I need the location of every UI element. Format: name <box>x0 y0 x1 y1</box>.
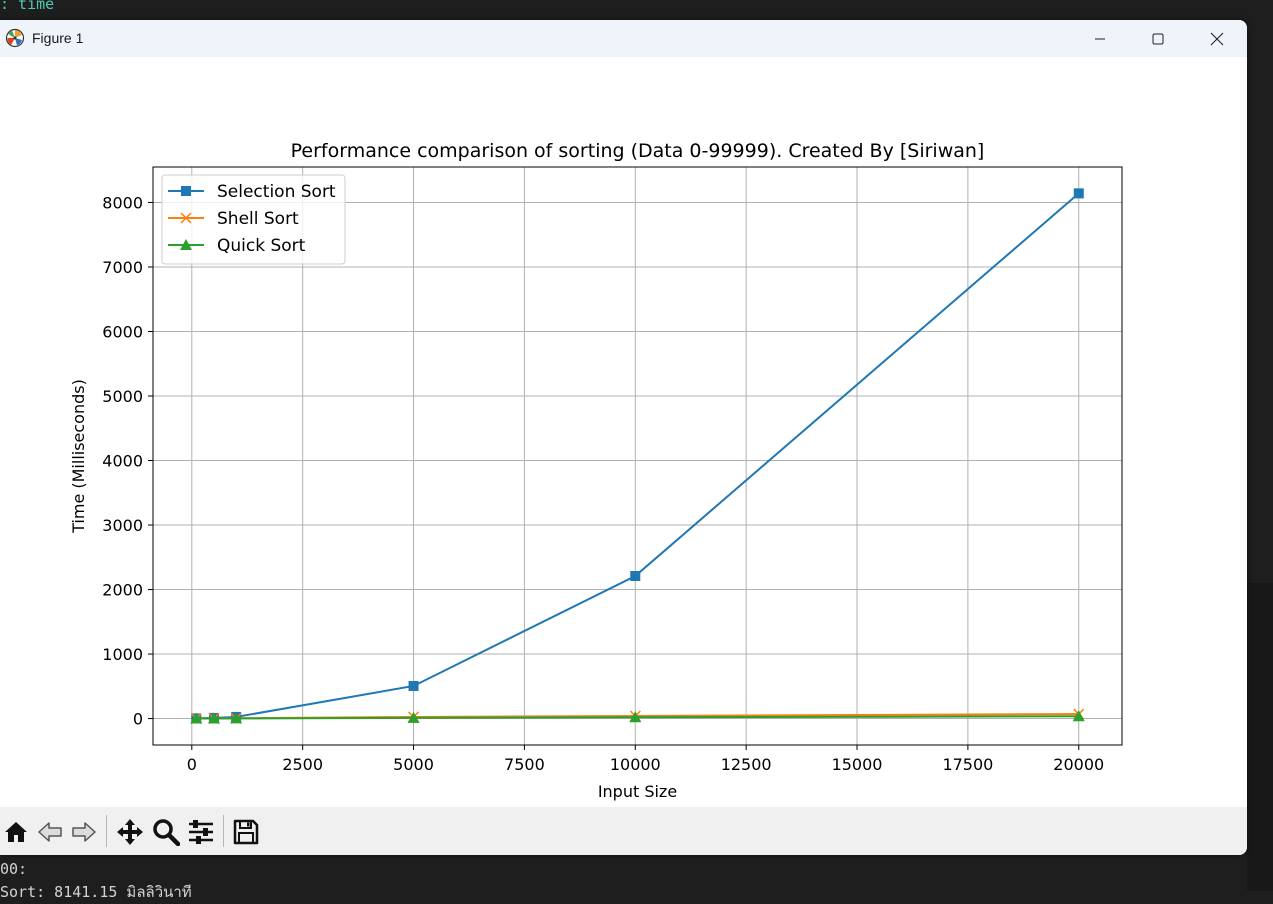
background-editor-panel <box>1247 583 1273 891</box>
maximize-button[interactable] <box>1129 20 1187 57</box>
configure-subplots-icon <box>189 820 213 844</box>
x-tick-label: 12500 <box>721 755 772 774</box>
legend-item: Shell Sort <box>168 209 299 229</box>
data-point <box>629 711 642 723</box>
legend: Selection Sort Shell Sort Quick Sort <box>161 174 346 265</box>
background-code-top: : time <box>0 0 55 13</box>
background-terminal-line-1: 00: <box>0 860 28 878</box>
y-tick-label: 4000 <box>102 452 143 471</box>
x-tick-label: 0 <box>187 755 197 774</box>
x-axis-label: Input Size <box>598 782 677 801</box>
configure-subplots-button[interactable] <box>186 817 216 847</box>
legend-marker <box>180 212 192 224</box>
data-point <box>1073 188 1084 199</box>
legend-marker <box>180 239 192 250</box>
x-tick-label: 7500 <box>504 755 545 774</box>
toolbar-separator <box>106 815 107 847</box>
home-icon <box>5 822 27 842</box>
x-tick-label: 10000 <box>610 755 661 774</box>
y-tick-label: 8000 <box>102 193 143 212</box>
y-tick-label: 2000 <box>102 581 143 600</box>
plot-canvas[interactable]: 0 2500 5000 7500 10000 12500 15000 17500 20000 0 1… <box>0 57 1247 807</box>
legend-marker <box>181 186 191 196</box>
ticks: 0 2500 5000 7500 10000 12500 15000 17500 20000 0 1… <box>102 193 1104 774</box>
x-tick-label: 2500 <box>282 755 323 774</box>
series-layer <box>190 188 1085 725</box>
back-button[interactable] <box>35 817 65 847</box>
y-tick-label: 1000 <box>102 645 143 664</box>
legend-item: Quick Sort <box>168 236 306 256</box>
figure-window: Figure 1 0 2500 5000 7500 10000 12500 15000 175… <box>0 20 1247 855</box>
zoom-button[interactable] <box>151 817 181 847</box>
series-selection-sort <box>191 188 1084 724</box>
line-chart: 0 2500 5000 7500 10000 12500 15000 17500 20000 0 1… <box>69 140 1123 801</box>
forward-arrow-icon <box>72 822 96 842</box>
data-point <box>1072 710 1085 722</box>
matplotlib-icon <box>5 28 25 48</box>
home-button[interactable] <box>1 817 31 847</box>
x-tick-label: 20000 <box>1053 755 1104 774</box>
forward-button[interactable] <box>69 817 99 847</box>
axes-frame <box>152 166 1123 746</box>
window-title: Figure 1 <box>32 30 84 46</box>
chart-title: Performance comparison of sorting (Data … <box>291 140 985 162</box>
y-tick-label: 3000 <box>102 516 143 535</box>
pan-button[interactable] <box>115 817 145 847</box>
close-button[interactable] <box>1188 20 1246 57</box>
navigation-toolbar <box>0 807 1247 855</box>
legend-label: Shell Sort <box>217 209 299 229</box>
series-quick-sort <box>190 710 1085 724</box>
x-tick-label: 5000 <box>393 755 434 774</box>
zoom-icon <box>153 819 180 846</box>
x-tick-label: 15000 <box>832 755 883 774</box>
minimize-icon <box>1095 38 1105 39</box>
data-point <box>230 712 243 724</box>
legend-label: Quick Sort <box>217 236 306 256</box>
y-tick-label: 7000 <box>102 258 143 277</box>
back-arrow-icon <box>38 822 62 842</box>
close-icon <box>1210 32 1224 45</box>
data-point <box>630 570 641 581</box>
maximize-icon <box>1152 33 1164 44</box>
toolbar-separator <box>223 815 224 847</box>
legend-item: Selection Sort <box>168 182 336 202</box>
legend-box <box>161 174 346 265</box>
title-bar[interactable]: Figure 1 <box>0 20 1247 57</box>
minimize-button[interactable] <box>1071 20 1129 57</box>
legend-label: Selection Sort <box>217 182 336 202</box>
save-button[interactable] <box>231 817 261 847</box>
y-axis-label: Time (Milliseconds) <box>69 379 88 534</box>
save-icon <box>233 819 259 845</box>
y-tick-label: 5000 <box>102 387 143 406</box>
y-tick-label: 0 <box>133 710 143 729</box>
grid-lines <box>153 167 1122 745</box>
pan-icon <box>117 819 143 845</box>
x-tick-label: 17500 <box>942 755 993 774</box>
series-line-selection-sort <box>196 192 1080 720</box>
y-tick-label: 6000 <box>102 322 143 341</box>
data-point <box>407 711 420 723</box>
data-point <box>207 712 220 724</box>
background-terminal-line-2: Sort: 8141.15 มิลลิวินาที <box>0 883 192 901</box>
data-point <box>190 712 203 724</box>
data-point <box>408 680 419 691</box>
